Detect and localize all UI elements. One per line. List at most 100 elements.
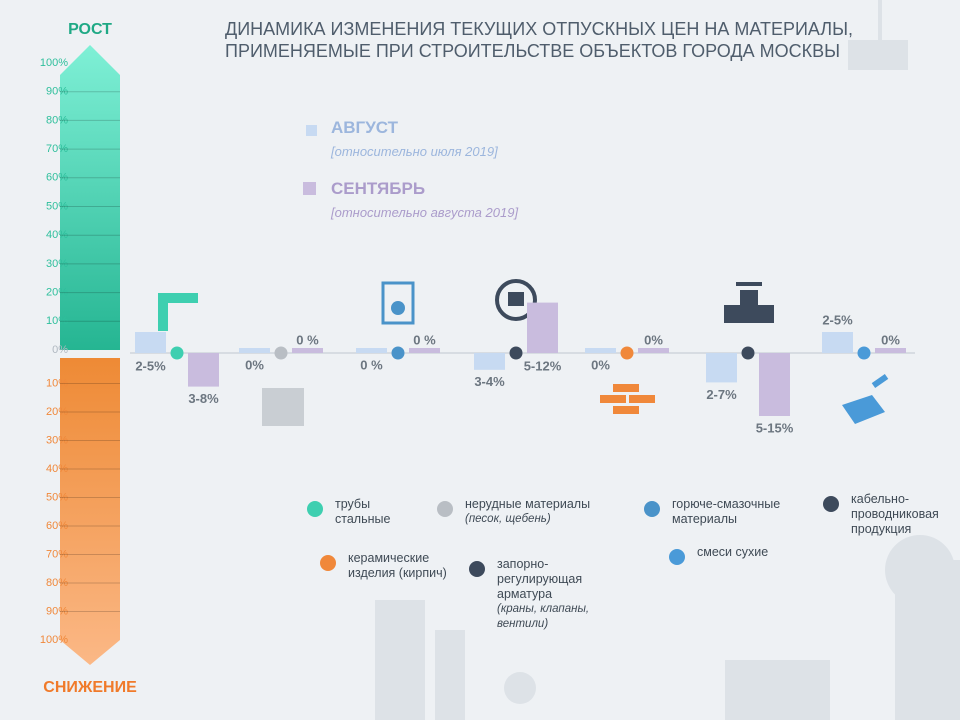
bar xyxy=(409,348,440,353)
decline-scale xyxy=(60,358,120,665)
bar xyxy=(585,348,616,353)
icon-pipe xyxy=(158,293,198,331)
category-note: (песок, щебень) xyxy=(465,513,551,525)
legend-item: запорно-регулирующая арматура (краны, кла… xyxy=(497,557,617,632)
category-label: кабельно-проводниковая продукция xyxy=(851,492,939,536)
legend-item: смеси сухие xyxy=(697,545,797,560)
category-dot xyxy=(741,346,755,360)
bar xyxy=(638,348,669,353)
legend-note: [относительно августа 2019] xyxy=(331,205,519,220)
y-tick-label: 40% xyxy=(46,229,68,241)
value-label: 5-12% xyxy=(524,358,562,373)
legend-label: АВГУСТ xyxy=(331,118,399,137)
legend-icon xyxy=(644,501,660,517)
y-tick-label: 80% xyxy=(46,114,68,126)
category-label: горюче-смазочные материалы xyxy=(672,497,781,526)
bar xyxy=(188,353,219,387)
y-tick-label: 50% xyxy=(46,200,68,212)
icon-trowel xyxy=(842,373,889,424)
bar xyxy=(474,353,505,370)
category-dot xyxy=(274,346,288,360)
bar xyxy=(356,348,387,353)
y-tick-label: 60% xyxy=(46,520,68,532)
value-label: 2-5% xyxy=(822,312,853,327)
value-label: 0% xyxy=(881,332,900,347)
legend-icon xyxy=(469,561,485,577)
value-label: 0 % xyxy=(360,357,383,372)
background-city xyxy=(375,0,960,720)
scale-bottom-label: СНИЖЕНИЕ xyxy=(43,679,137,696)
y-tick-label: 60% xyxy=(46,172,68,184)
icon-stones xyxy=(262,388,304,426)
legend-note: [относительно июля 2019] xyxy=(331,144,498,159)
value-label: 0% xyxy=(591,357,610,372)
category-dot xyxy=(391,346,405,360)
y-tick-label: 40% xyxy=(46,463,68,475)
y-tick-label: 70% xyxy=(46,548,68,560)
y-tick-label: 70% xyxy=(46,143,68,155)
value-label: 0 % xyxy=(413,332,436,347)
y-tick-label: 80% xyxy=(46,577,68,589)
category-dot xyxy=(509,346,523,360)
category-dot xyxy=(170,346,184,360)
icon-bricks xyxy=(600,384,655,414)
category-label: смеси сухие xyxy=(697,545,769,559)
legend-icon xyxy=(437,501,453,517)
icon-canister xyxy=(381,281,415,325)
icon-plug xyxy=(495,279,537,321)
bar xyxy=(292,348,323,353)
legend-item: трубы стальные xyxy=(335,497,405,527)
y-tick-label: 10% xyxy=(46,377,68,389)
y-tick-label: 90% xyxy=(46,605,68,617)
legend-swatch xyxy=(303,182,316,195)
legend-icon xyxy=(669,549,685,565)
value-label: 0% xyxy=(245,357,264,372)
legend-icon xyxy=(307,501,323,517)
bar xyxy=(239,348,270,353)
value-label: 5-15% xyxy=(756,420,794,435)
value-label: 3-8% xyxy=(188,391,219,406)
y-tick-label: 30% xyxy=(46,434,68,446)
category-dot xyxy=(857,346,871,360)
bar xyxy=(822,332,853,353)
legend-item: горюче-смазочные материалы xyxy=(672,497,792,527)
y-tick-label: 50% xyxy=(46,491,68,503)
bar xyxy=(706,353,737,383)
y-tick-label: 100% xyxy=(40,634,68,646)
y-tick-label: 10% xyxy=(46,315,68,327)
value-label: 3-4% xyxy=(474,374,505,389)
bar xyxy=(527,302,558,353)
legend-item: керамические изделия (кирпич) xyxy=(348,551,448,581)
icon-valve xyxy=(724,282,774,323)
bar xyxy=(135,332,166,353)
legend-item: кабельно-проводниковая продукция xyxy=(851,492,939,537)
y-tick-label: 20% xyxy=(46,406,68,418)
category-label: нерудные материалы xyxy=(465,497,591,511)
value-label: 0 % xyxy=(296,332,319,347)
y-tick-label: 0% xyxy=(52,344,68,356)
category-label: трубы стальные xyxy=(335,497,391,526)
legend-icon xyxy=(320,555,336,571)
value-label: 2-5% xyxy=(135,358,166,373)
legend-item: нерудные материалы (песок, щебень) xyxy=(465,497,625,527)
category-label: запорно-регулирующая арматура xyxy=(497,557,583,601)
value-label: 2-7% xyxy=(706,387,737,402)
legend-icon xyxy=(823,496,839,512)
chart-title: ДИНАМИКА ИЗМЕНЕНИЯ ТЕКУЩИХ ОТПУСКНЫХ ЦЕН… xyxy=(225,19,854,61)
category-label: керамические изделия (кирпич) xyxy=(348,551,447,580)
y-tick-label: 20% xyxy=(46,287,68,299)
legend-swatch xyxy=(306,125,317,136)
y-tick-label: 30% xyxy=(46,258,68,270)
scale-top-label: РОСТ xyxy=(68,21,112,38)
category-note: (краны, клапаны, вентили) xyxy=(497,603,590,630)
category-dot xyxy=(620,346,634,360)
value-label: 0% xyxy=(644,332,663,347)
growth-scale xyxy=(60,45,120,350)
legend-label: СЕНТЯБРЬ xyxy=(331,179,426,198)
bar xyxy=(875,348,906,353)
y-tick-label: 90% xyxy=(46,86,68,98)
y-tick-label: 100% xyxy=(40,57,68,69)
bar xyxy=(759,353,790,416)
